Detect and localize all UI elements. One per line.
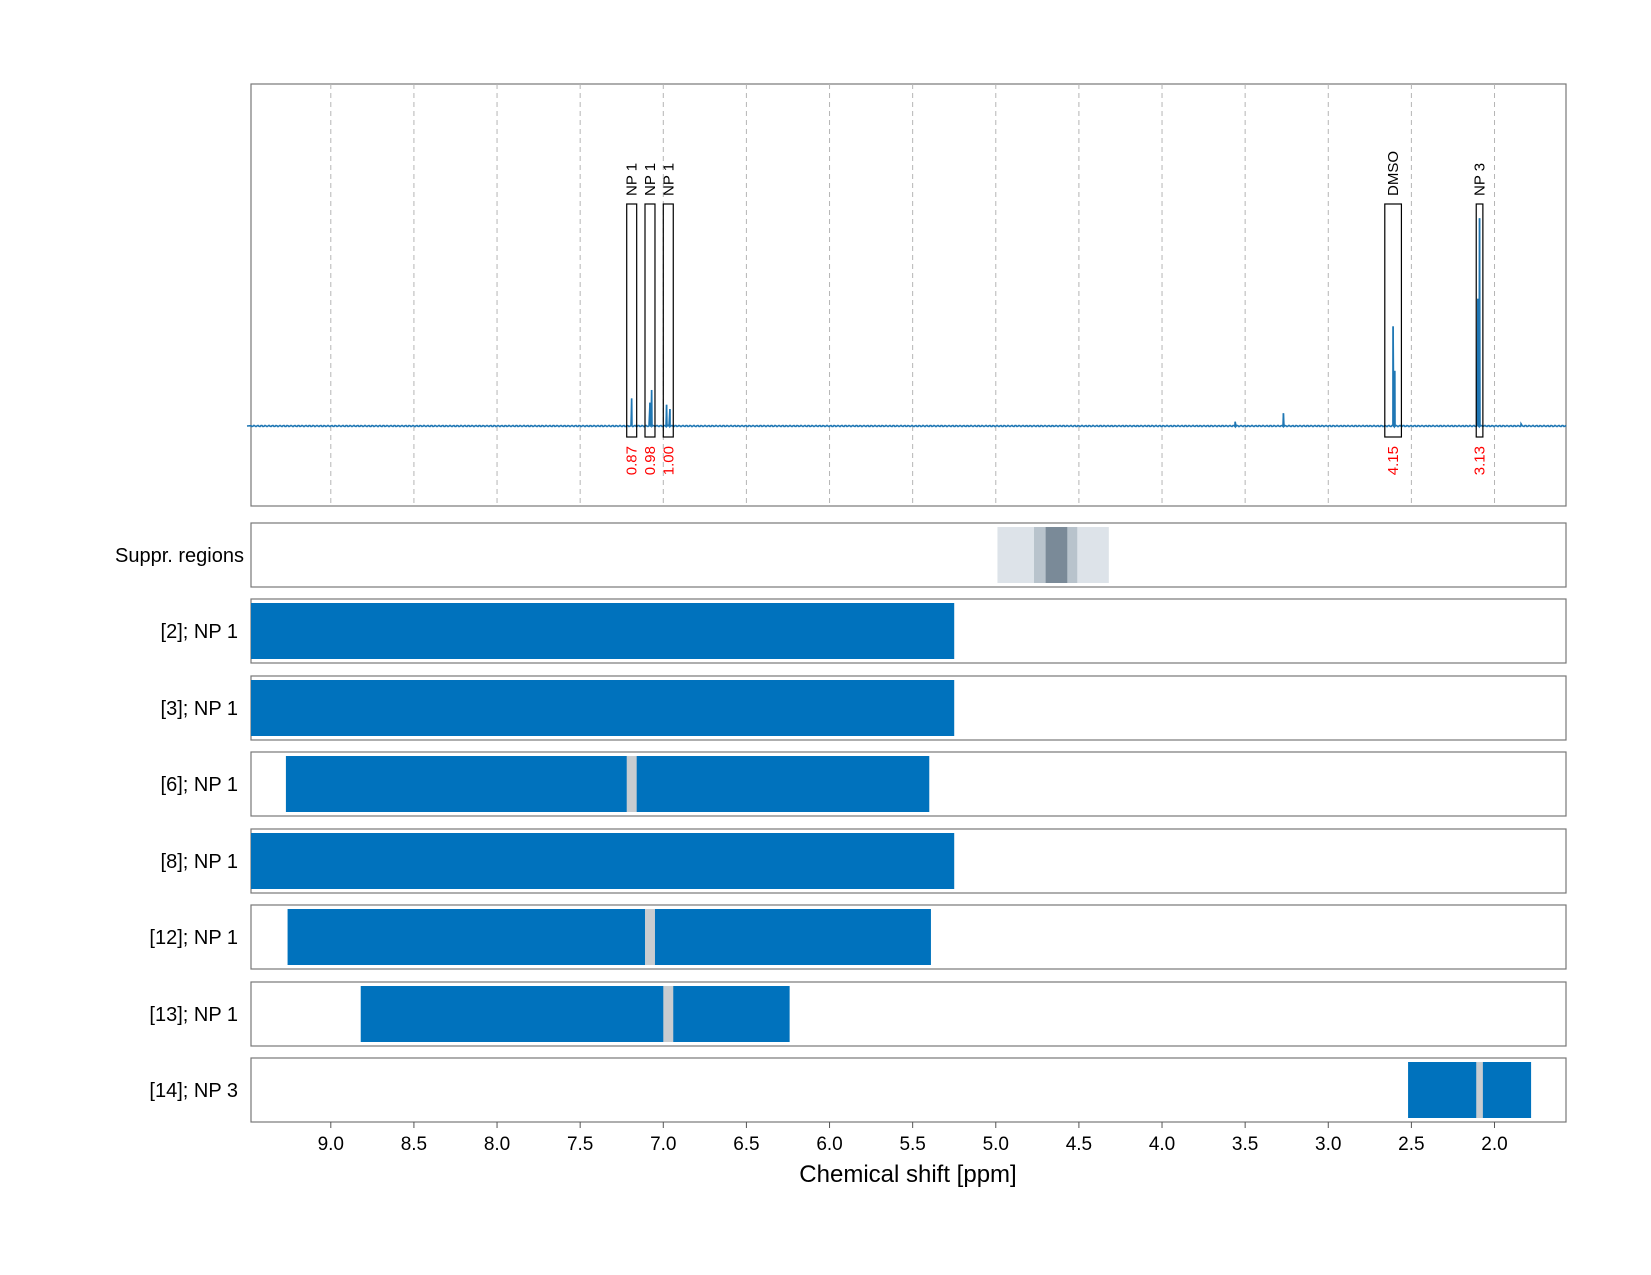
- x-tick-label: 8.5: [401, 1134, 427, 1155]
- track-row: [8]; NP 1: [161, 828, 1567, 894]
- x-tick-label: 9.0: [318, 1134, 344, 1155]
- suppression-frame: [250, 522, 1567, 588]
- x-tick-label: 3.5: [1232, 1134, 1258, 1155]
- annotation-box: [626, 203, 638, 438]
- annotation-label: NP 1: [642, 163, 659, 196]
- track-row: [12]; NP 1: [149, 904, 1567, 970]
- track-gap: [663, 986, 674, 1042]
- track-gap: [645, 909, 655, 965]
- annotation-box: [1384, 203, 1403, 438]
- suppression-panel: Suppr. regions: [115, 522, 1567, 588]
- suppression-label: Suppr. regions: [115, 545, 244, 567]
- multiplet-tracks: [2]; NP 1 [3]; NP 1 [6]; NP 1 [8]; NP 1 [12]…: [149, 598, 1567, 1123]
- track-label: [12]; NP 1: [149, 927, 238, 949]
- track-frame: [250, 1057, 1567, 1123]
- track-label: [13]; NP 1: [149, 1004, 238, 1026]
- x-tick-label: 4.0: [1149, 1134, 1175, 1155]
- annotation-integral: 4.15: [1385, 446, 1402, 475]
- spectrum-trace: [246, 218, 1567, 429]
- track-gap: [1476, 1062, 1483, 1118]
- x-tick-label: 7.0: [650, 1134, 676, 1155]
- annotation-label: NP 1: [624, 163, 641, 196]
- track-row: [3]; NP 1: [161, 675, 1567, 741]
- track-label: [14]; NP 3: [149, 1080, 238, 1102]
- track-label: [6]; NP 1: [161, 774, 238, 796]
- annotation-box: [1475, 203, 1484, 438]
- annotation-integral: 0.98: [642, 446, 659, 475]
- track-row: [6]; NP 1: [161, 751, 1567, 817]
- x-tick-label: 5.5: [899, 1134, 925, 1155]
- x-tick-label: 6.0: [816, 1134, 842, 1155]
- x-tick-label: 6.5: [733, 1134, 759, 1155]
- x-axis-label: Chemical shift [ppm]: [799, 1161, 1016, 1188]
- track-block: [251, 603, 955, 659]
- x-tick-label: 7.5: [567, 1134, 593, 1155]
- track-row: [13]; NP 1: [149, 981, 1567, 1047]
- annotation-label: NP 1: [660, 163, 677, 196]
- suppression-region: [1045, 527, 1068, 583]
- annotation-box: [662, 203, 674, 438]
- x-tick-label: 8.0: [484, 1134, 510, 1155]
- track-gap: [626, 756, 637, 812]
- track-row: [2]; NP 1: [161, 598, 1567, 664]
- x-tick-label: 2.5: [1398, 1134, 1424, 1155]
- track-label: [8]; NP 1: [161, 851, 238, 873]
- spectrum-frame: [250, 83, 1567, 507]
- x-tick-label: 3.0: [1315, 1134, 1341, 1155]
- track-label: [3]; NP 1: [161, 698, 238, 720]
- x-tick-label: 4.5: [1066, 1134, 1092, 1155]
- track-block: [251, 680, 955, 736]
- track-row: [14]; NP 3: [149, 1057, 1567, 1123]
- track-label: [2]; NP 1: [161, 621, 238, 643]
- track-block: [1408, 1062, 1532, 1118]
- x-tick-label: 2.0: [1481, 1134, 1507, 1155]
- annotation-label: DMSO: [1385, 151, 1402, 196]
- track-block: [360, 986, 790, 1042]
- spectrum-panel: NP 1 0.87 NP 1 0.98 NP 1 1.00 DMSO 4.15 NP 3 3.13: [246, 83, 1567, 507]
- x-axis: 9.0 8.5 8.0 7.5 7.0 6.5 6.0 5.5 5.0 4.5 4.0 3.5 3.0 2…: [318, 1122, 1508, 1155]
- annotation-box: [644, 203, 656, 438]
- track-block: [285, 756, 930, 812]
- x-tick-label: 5.0: [983, 1134, 1009, 1155]
- annotation-integral: 0.87: [624, 446, 641, 475]
- annotation-integral: 1.00: [660, 446, 677, 475]
- track-block: [287, 909, 931, 965]
- annotation-integral: 3.13: [1472, 446, 1489, 475]
- annotation-label: NP 3: [1472, 163, 1489, 196]
- track-block: [251, 833, 955, 889]
